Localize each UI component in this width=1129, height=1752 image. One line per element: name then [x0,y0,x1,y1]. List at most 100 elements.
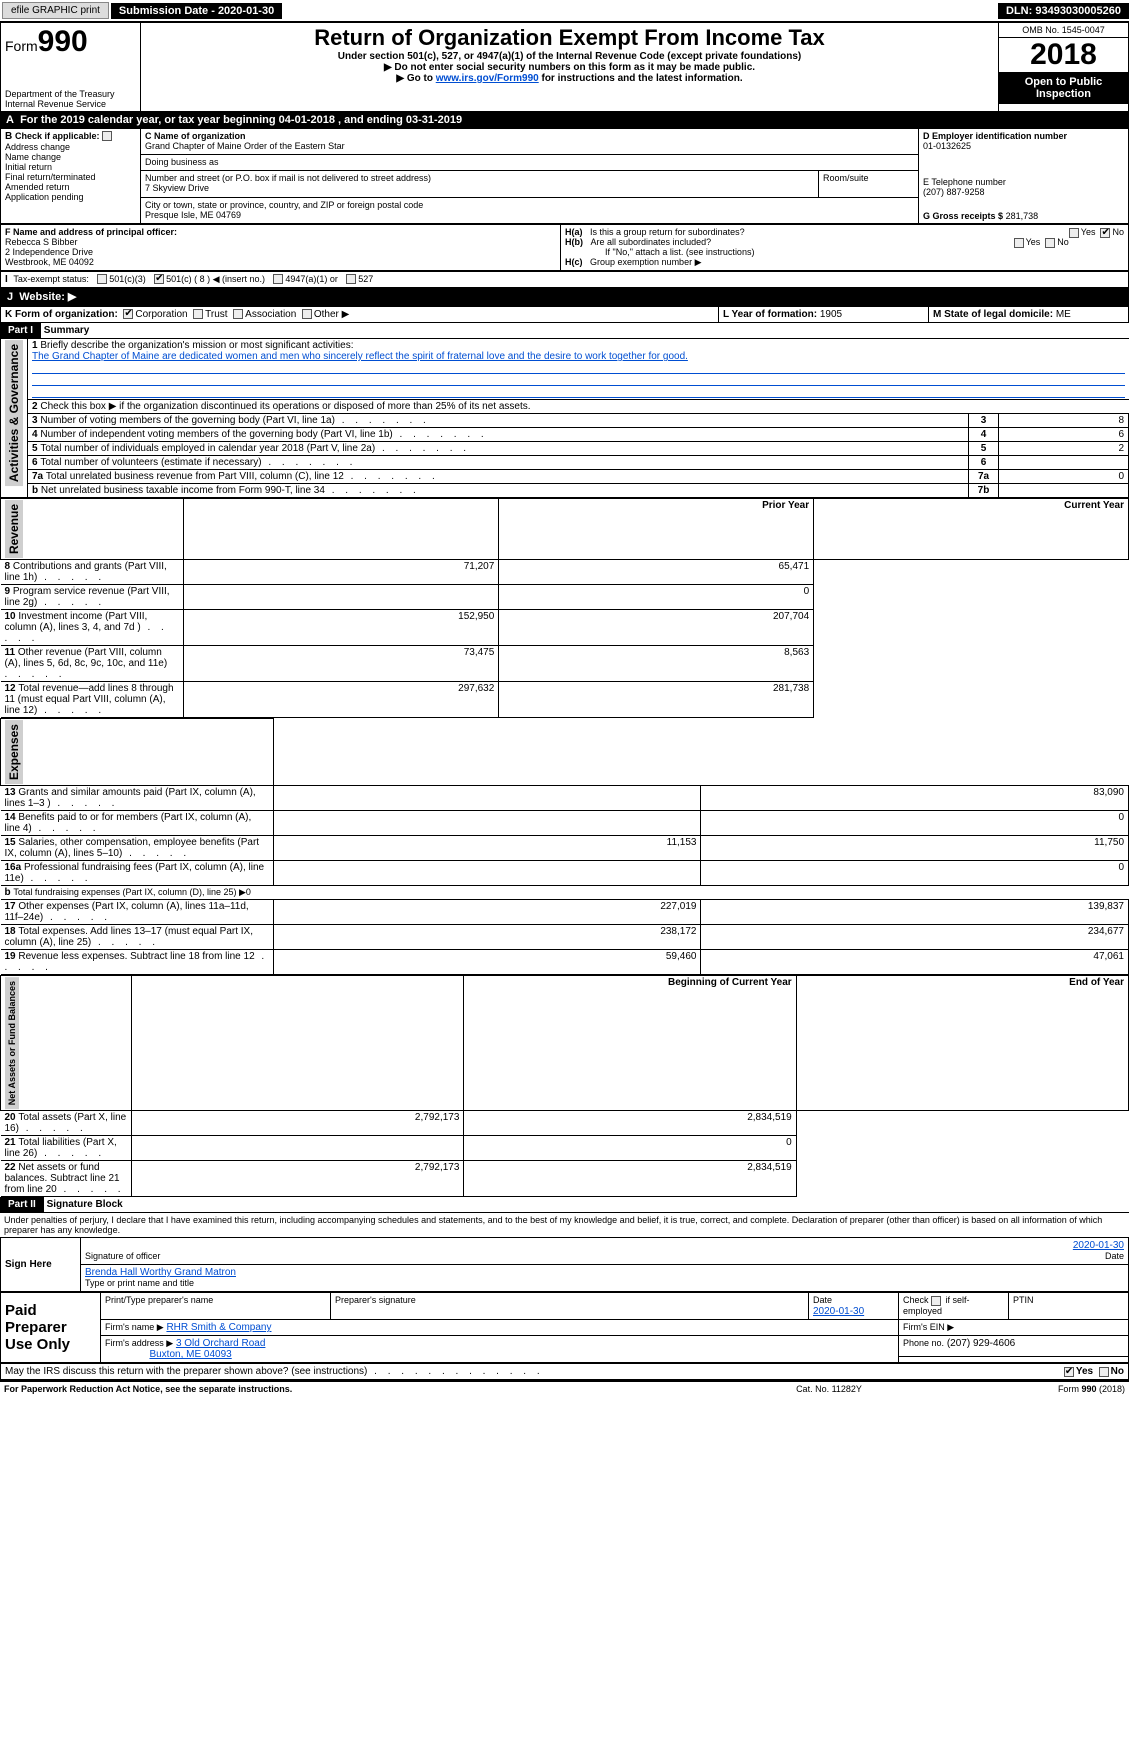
self-employed: Check if self-employed [903,1295,970,1316]
summary-row: 4 Number of independent voting members o… [1,428,1129,442]
ha: H(a) Is this a group return for subordin… [565,227,1124,237]
ein: 01-0132625 [923,141,1124,151]
perjury-text: Under penalties of perjury, I declare th… [0,1212,1129,1237]
b-opt-0: Address change [5,142,136,152]
i-label: Tax-exempt status: [13,274,89,284]
hdr-prior: Prior Year [499,499,814,560]
street-label: Number and street (or P.O. box if mail i… [145,173,814,183]
firm-addr2[interactable]: Buxton, ME 04093 [149,1349,231,1360]
g-gross: G Gross receipts $ 281,738 [923,211,1124,221]
b-opt-1: Name change [5,152,136,162]
side-revenue: Revenue [5,500,23,558]
officer-addr1: 2 Independence Drive [5,247,556,257]
firm-addr1[interactable]: 3 Old Orchard Road [176,1338,266,1349]
irs-link[interactable]: www.irs.gov/Form990 [436,73,539,84]
summary-row: 16a Professional fundraising fees (Part … [1,861,1129,886]
header-line1: Under section 501(c), 527, or 4947(a)(1)… [145,51,994,62]
summary-row: 12 Total revenue—add lines 8 through 11 … [1,682,1129,718]
summary-row: 20 Total assets (Part X, line 16) . . . … [1,1111,1129,1136]
officer-name: Rebecca S Bibber [5,237,556,247]
officer-name-link[interactable]: Brenda Hall Worthy Grand Matron [85,1267,236,1278]
summary-row: 10 Investment income (Part VIII, column … [1,610,1129,646]
mission-label: Briefly describe the organization's miss… [40,340,353,351]
top-bar: efile GRAPHIC print Submission Date - 20… [0,0,1129,22]
summary-row: 3 Number of voting members of the govern… [1,414,1129,428]
sig-date[interactable]: 2020-01-30 [1073,1240,1124,1251]
dln-label: DLN: 93493030005260 [998,3,1129,19]
efile-label: efile GRAPHIC print [2,2,109,19]
city: Presque Isle, ME 04769 [145,210,914,220]
sign-here: Sign Here [1,1238,81,1292]
side-governance: Activities & Governance [5,340,23,486]
street: 7 Skyview Drive [145,183,814,193]
summary-row: 8 Contributions and grants (Part VIII, l… [1,560,1129,585]
summary-row: 22 Net assets or fund balances. Subtract… [1,1161,1129,1197]
irs-label: Internal Revenue Service [5,99,136,109]
mission-text: The Grand Chapter of Maine are dedicated… [32,351,688,362]
side-expenses: Expenses [5,720,23,784]
summary-row: b Total fundraising expenses (Part IX, c… [1,886,1129,900]
sig-officer-lbl: Signature of officer [85,1251,160,1261]
tax-year: 2018 [999,38,1128,72]
officer-addr2: Westbrook, ME 04092 [5,257,556,267]
hdr-end: End of Year [796,976,1128,1111]
org-name: Grand Chapter of Maine Order of the East… [145,141,914,151]
part-i-label: Part I [0,323,41,338]
pra-notice: For Paperwork Reduction Act Notice, see … [0,1381,729,1396]
open-public: Open to Public Inspection [999,72,1128,104]
summary-row: 21 Total liabilities (Part X, line 26) .… [1,1136,1129,1161]
j-website: J Website: ▶ [1,288,1129,306]
submission-date: Submission Date - 2020-01-30 [111,3,282,19]
form-footer: Form 990 (2018) [929,1381,1129,1396]
hdr-beg: Beginning of Current Year [464,976,796,1111]
summary-row: 17 Other expenses (Part IX, column (A), … [1,900,1129,925]
phone: (207) 887-9258 [923,187,1124,197]
dba-label: Doing business as [145,157,914,167]
discuss-text: May the IRS discuss this return with the… [5,1366,367,1377]
paid-preparer: Paid Preparer Use Only [1,1293,101,1363]
section-b-label: B Check if applicable: [5,131,136,142]
summary-row: 15 Salaries, other compensation, employe… [1,836,1129,861]
summary-row: 14 Benefits paid to or for members (Part… [1,811,1129,836]
summary-row: 19 Revenue less expenses. Subtract line … [1,950,1129,975]
b-opt-3: Final return/terminated [5,172,136,182]
form-title: Return of Organization Exempt From Incom… [145,25,994,51]
line2: Check this box ▶ if the organization dis… [40,401,530,412]
omb-label: OMB No. 1545-0047 [999,23,1128,38]
room-label: Room/suite [823,173,914,183]
summary-row: 18 Total expenses. Add lines 13–17 (must… [1,925,1129,950]
side-net: Net Assets or Fund Balances [5,977,19,1109]
d-label: D Employer identification number [923,131,1124,141]
dept-label: Department of the Treasury [5,89,136,99]
hdr-current: Current Year [814,499,1129,560]
summary-row: 7a Total unrelated business revenue from… [1,470,1129,484]
k-label: K Form of organization: [5,309,118,320]
hb2: If "No," attach a list. (see instruction… [565,247,1124,257]
summary-row: 5 Total number of individuals employed i… [1,442,1129,456]
summary-row: 9 Program service revenue (Part VIII, li… [1,585,1129,610]
hb: H(b) Are all subordinates included? Yes … [565,237,1124,247]
header-line2: ▶ Do not enter social security numbers o… [145,62,994,73]
city-label: City or town, state or province, country… [145,200,914,210]
form-label: Form990 [5,38,88,54]
b-opt-4: Amended return [5,182,136,192]
e-label: E Telephone number [923,177,1124,187]
b-opt-5: Application pending [5,192,136,202]
summary-row: 11 Other revenue (Part VIII, column (A),… [1,646,1129,682]
line-a: A For the 2019 calendar year, or tax yea… [0,112,1129,128]
b-opt-2: Initial return [5,162,136,172]
summary-row: b Net unrelated business taxable income … [1,484,1129,498]
summary-row: 6 Total number of volunteers (estimate i… [1,456,1129,470]
prep-date[interactable]: 2020-01-30 [813,1306,864,1317]
header-line3: ▶ Go to www.irs.gov/Form990 for instruct… [145,73,994,84]
c-name-label: C Name of organization [145,131,914,141]
part-ii-label: Part II [0,1197,44,1212]
year-formation: 1905 [820,309,842,320]
summary-row: 13 Grants and similar amounts paid (Part… [1,786,1129,811]
hc: H(c) Group exemption number ▶ [565,257,1124,268]
f-label: F Name and address of principal officer: [5,227,556,237]
firm-name[interactable]: RHR Smith & Company [166,1322,271,1333]
firm-phone: (207) 929-4606 [947,1338,1015,1349]
state-domicile: ME [1056,309,1071,320]
cat-no: Cat. No. 11282Y [729,1381,929,1396]
